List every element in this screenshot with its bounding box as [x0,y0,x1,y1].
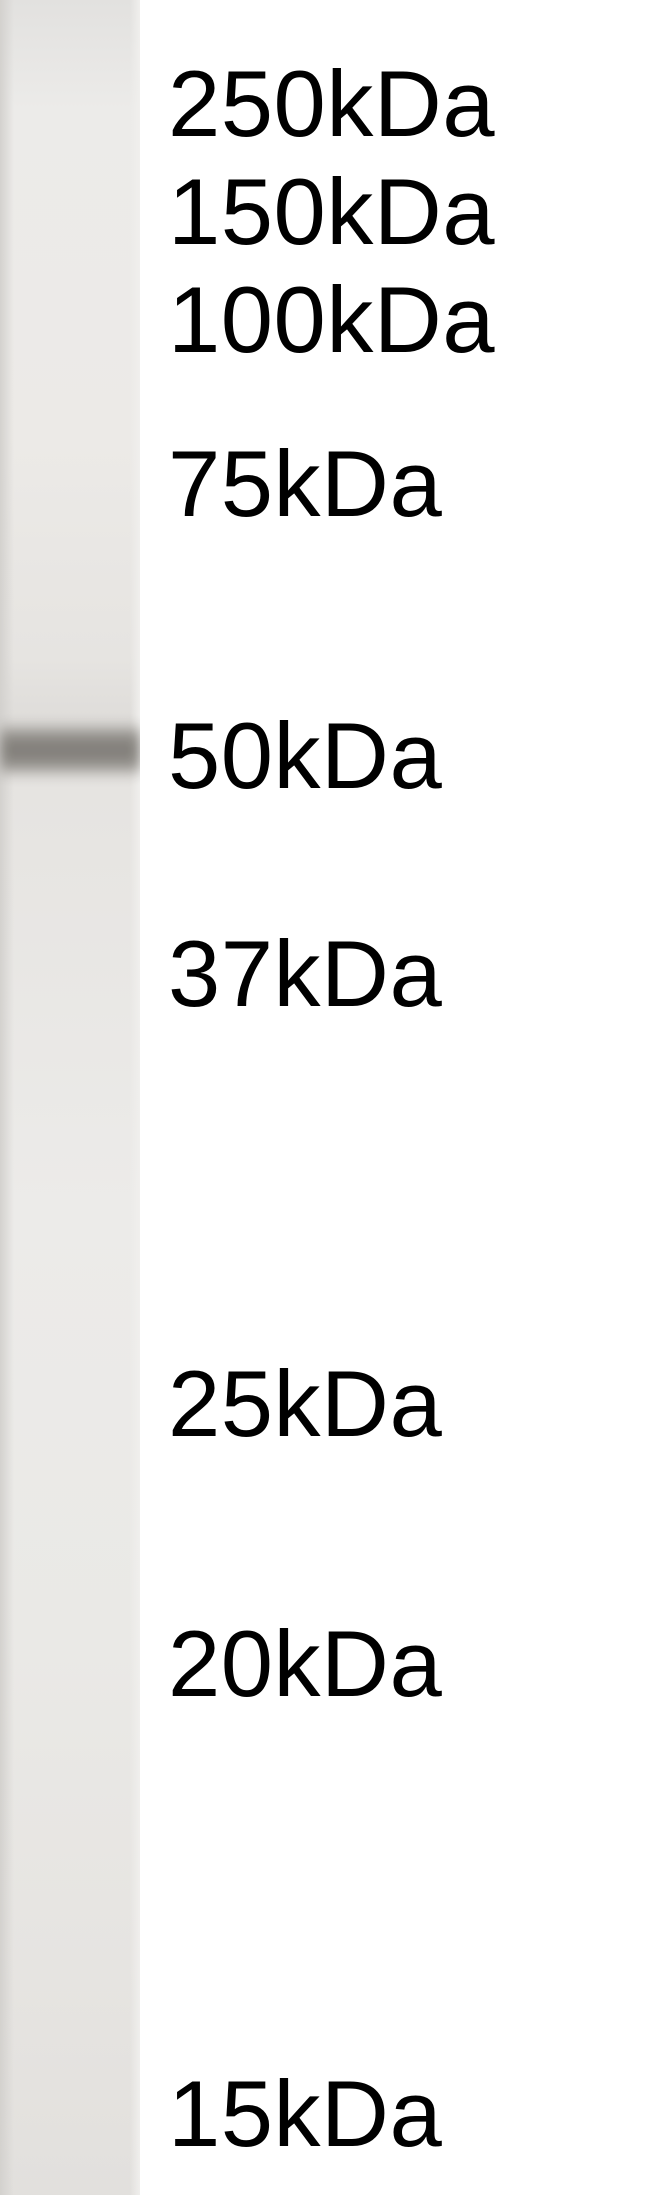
mw-label-25: 25kDa [168,1350,442,1458]
main-band-50kDa [0,722,140,778]
mw-label-15: 15kDa [168,2060,442,2168]
mw-label-50: 50kDa [168,702,442,810]
mw-label-37: 37kDa [168,920,442,1028]
blot-figure: 250kDa150kDa100kDa 75kDa 50kDa 37kDa 25kDa 20… [0,0,650,2195]
mw-label-150: 150kDa [168,158,495,266]
blot-lane [0,0,140,2195]
lane-background [0,0,140,2195]
mw-label-100: 100kDa [168,266,495,374]
mw-label-75: 75kDa [168,430,442,538]
mw-label-20: 20kDa [168,1610,442,1718]
mw-label-250: 250kDa [168,50,495,158]
